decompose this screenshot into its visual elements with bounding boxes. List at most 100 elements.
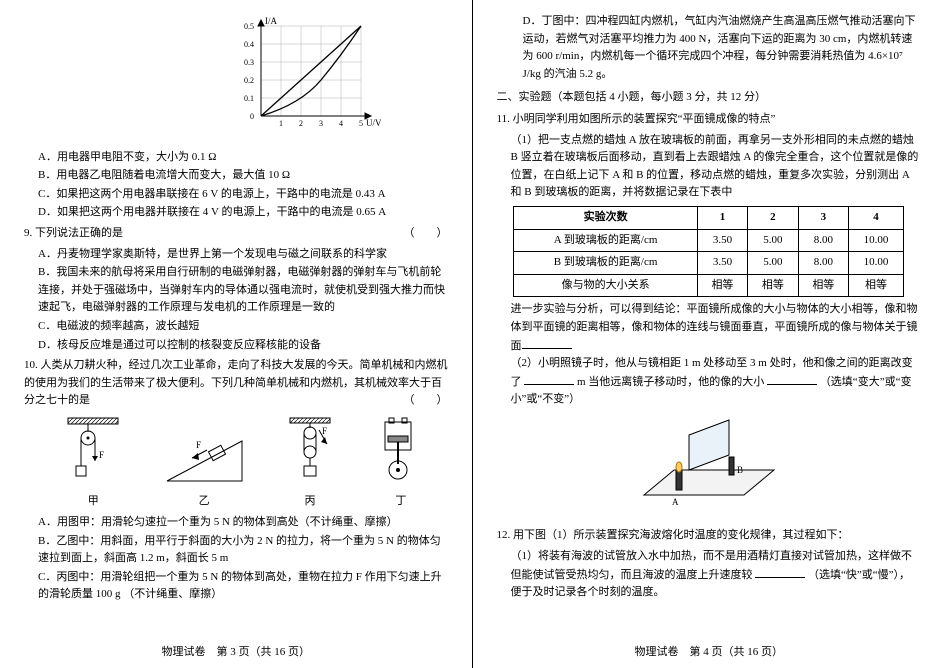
q10-figures: F 甲 F 乙	[44, 416, 448, 510]
pulley-icon: F	[63, 416, 123, 486]
q8-a-text: 用电器甲电阻不变，大小为 0.1 Ω	[57, 151, 216, 163]
q9-option-d: D．核母反应堆是通过可以控制的核裂变反应释核能的设备	[38, 337, 448, 355]
q11-sub2b: m 当他远离镜子移动时，他的像的大小	[577, 376, 764, 388]
fig-pulley: F 甲	[63, 416, 123, 510]
q11-sub1-conclusion: 进一步实验与分析，可以得到结论：平面镜所成像的大小与物体的大小相等，像和物体到平…	[511, 301, 922, 355]
iv-chart: I/A U/V 0 0.1 0.2 0.3 0.4 0.5 1 2 3 4 5	[164, 16, 448, 143]
q10-d-text: 丁图中：四冲程四缸内燃机，气缸内汽油燃烧产生高温高压燃气推动活塞向下运动，若燃气…	[523, 15, 916, 80]
cell: 相等	[849, 274, 904, 297]
q8-d-text: 如果把这两个用电器并联接在 4 V 的电源上，干路中的电流是 0.65 A	[57, 206, 386, 218]
page-4: D．丁图中：四冲程四缸内燃机，气缸内汽油燃烧产生高温高压燃气推动活塞向下运动，若…	[473, 0, 945, 668]
q10-a-text: 用图甲：用滑轮匀速拉一个重为 5 N 的物体到高处（不计绳重、摩擦）	[57, 516, 398, 528]
q11-conc-text: 进一步实验与分析，可以得到结论：平面镜所成像的大小与物体的大小相等，像和物体到平…	[511, 303, 918, 351]
svg-text:B: B	[737, 465, 743, 475]
svg-text:F: F	[322, 426, 327, 436]
cell: 相等	[697, 274, 747, 297]
col-0: 实验次数	[514, 206, 697, 229]
fig-incline: F 乙	[162, 426, 247, 510]
blank-4[interactable]	[755, 566, 805, 578]
q8-option-d: D．如果把这两个用电器并联接在 4 V 的电源上，干路中的电流是 0.65 A	[38, 204, 448, 222]
table-row: B 到玻璃板的距离/cm 3.50 5.00 8.00 10.00	[514, 252, 904, 275]
cell: 10.00	[849, 229, 904, 252]
fig-engine: 丁	[373, 416, 428, 510]
page-3: I/A U/V 0 0.1 0.2 0.3 0.4 0.5 1 2 3 4 5 …	[0, 0, 473, 668]
fig-d-label: 丁	[373, 493, 428, 511]
q10-stem: 10. 人类从刀耕火种，经过几次工业革命，走向了科技大发展的今天。简单机械和内燃…	[24, 359, 448, 406]
svg-text:U/V: U/V	[366, 118, 381, 128]
col-4: 4	[849, 206, 904, 229]
cell: A 到玻璃板的距离/cm	[514, 229, 697, 252]
svg-text:2: 2	[299, 119, 303, 128]
q9-d-text: 核母反应堆是通过可以控制的核裂变反应释核能的设备	[57, 339, 321, 351]
q10-option-b: B．乙图中：用斜面，用平行于斜面的大小为 2 N 的拉力，将一个重为 5 N 的…	[38, 533, 448, 568]
svg-text:F: F	[99, 450, 104, 460]
fig-b-label: 乙	[162, 493, 247, 511]
tackle-icon: F	[285, 416, 335, 486]
cell: 5.00	[748, 229, 798, 252]
q10-paren: （ ）	[404, 392, 448, 410]
q9-option-c: C．电磁波的频率越高，波长越短	[38, 318, 448, 336]
q9-a-text: 丹麦物理学家奥斯特，是世界上第一个发现电与磁之间联系的科学家	[57, 248, 387, 260]
q9-b-text: 我国未来的航母将采用自行研制的电磁弹射器，电磁弹射器的弹射车与飞机前轮连接，并处…	[38, 266, 445, 313]
svg-text:4: 4	[339, 119, 343, 128]
q10-option-c: C．丙图中：用滑轮组把一个重为 5 N 的物体到高处，重物在拉力 F 作用下匀速…	[38, 569, 448, 604]
q9-stem-row: 9. 下列说法正确的是 （ ）	[24, 225, 448, 243]
q9-stem: 9. 下列说法正确的是	[24, 227, 123, 239]
cell: 相等	[798, 274, 848, 297]
svg-text:A: A	[672, 497, 679, 507]
fig-block-tackle: F 丙	[285, 416, 335, 510]
col-3: 3	[798, 206, 848, 229]
engine-icon	[373, 416, 428, 486]
blank-3[interactable]	[767, 373, 817, 385]
iv-graph-svg: I/A U/V 0 0.1 0.2 0.3 0.4 0.5 1 2 3 4 5	[231, 16, 381, 136]
q10-option-d: D．丁图中：四冲程四缸内燃机，气缸内汽油燃烧产生高温高压燃气推动活塞向下运动，若…	[523, 13, 922, 83]
svg-text:0.2: 0.2	[244, 76, 254, 85]
cell: 3.50	[697, 229, 747, 252]
q10-stem-row: 10. 人类从刀耕火种，经过几次工业革命，走向了科技大发展的今天。简单机械和内燃…	[24, 357, 448, 410]
q10-b-text: 乙图中：用斜面，用平行于斜面的大小为 2 N 的拉力，将一个重为 5 N 的物体…	[38, 535, 441, 565]
blank-2[interactable]	[524, 373, 574, 385]
section-2-title: 二、实验题（本题包括 4 小题，每小题 3 分，共 12 分）	[497, 89, 922, 107]
table-row: A 到玻璃板的距离/cm 3.50 5.00 8.00 10.00	[514, 229, 904, 252]
col-2: 2	[748, 206, 798, 229]
q9-paren: （ ）	[404, 225, 448, 243]
cell: 像与物的大小关系	[514, 274, 697, 297]
q8-b-text: 用电器乙电阻随着电流增大而变大，最大值 10 Ω	[56, 169, 290, 181]
fig-c-label: 丙	[285, 493, 335, 511]
cell: 10.00	[849, 252, 904, 275]
svg-text:3: 3	[319, 119, 323, 128]
cell: 3.50	[697, 252, 747, 275]
q9-option-a: A．丹麦物理学家奥斯特，是世界上第一个发现电与磁之间联系的科学家	[38, 246, 448, 264]
footer-left: 物理试卷 第 3 页（共 16 页）	[24, 644, 448, 662]
q11-sub1: （1）把一支点燃的蜡烛 A 放在玻璃板的前面，再拿另一支外形相同的未点燃的蜡烛 …	[511, 132, 922, 202]
cell: 8.00	[798, 229, 848, 252]
svg-text:1: 1	[279, 119, 283, 128]
table-header-row: 实验次数 1 2 3 4	[514, 206, 904, 229]
q9-c-text: 电磁波的频率越高，波长越短	[56, 320, 199, 332]
q10-c-text: 丙图中：用滑轮组把一个重为 5 N 的物体到高处，重物在拉力 F 作用下匀速上升…	[38, 571, 442, 601]
q9-option-b: B．我国未来的航母将采用自行研制的电磁弹射器，电磁弹射器的弹射车与飞机前轮连接，…	[38, 264, 448, 317]
q8-option-a: A．用电器甲电阻不变，大小为 0.1 Ω	[38, 149, 448, 167]
q11-sub2: （2）小明照镜子时，他从与镜相距 1 m 处移动至 3 m 处时，他和像之间的距…	[511, 355, 922, 409]
svg-text:I/A: I/A	[265, 16, 277, 26]
svg-text:0: 0	[250, 112, 254, 121]
mirror-apparatus-figure: A B	[497, 415, 922, 522]
q8-c-text: 如果把这两个用电器串联接在 6 V 的电源上，干路中的电流是 0.43 A	[56, 188, 385, 200]
cell: 相等	[748, 274, 798, 297]
mirror-icon: A B	[634, 415, 784, 515]
q12-sub1: （1）将装有海波的试管放入水中加热，而不是用酒精灯直接对试管加热，这样做不但能使…	[511, 548, 922, 602]
table-row: 像与物的大小关系 相等 相等 相等 相等	[514, 274, 904, 297]
footer-right: 物理试卷 第 4 页（共 16 页）	[497, 644, 922, 662]
q12-stem: 12. 用下图（1）所示装置探究海波熔化时温度的变化规律，其过程如下：	[497, 527, 922, 545]
svg-text:0.5: 0.5	[244, 22, 254, 31]
svg-text:0.3: 0.3	[244, 58, 254, 67]
cell: 8.00	[798, 252, 848, 275]
q11-stem: 11. 小明同学利用如图所示的装置探究“平面镜成像的特点”	[497, 111, 922, 129]
q10-option-a: A．用图甲：用滑轮匀速拉一个重为 5 N 的物体到高处（不计绳重、摩擦）	[38, 514, 448, 532]
svg-text:F: F	[196, 440, 201, 450]
svg-text:5: 5	[359, 119, 363, 128]
svg-text:0.4: 0.4	[244, 40, 254, 49]
svg-text:0.1: 0.1	[244, 94, 254, 103]
fig-a-label: 甲	[63, 493, 123, 511]
blank-1[interactable]	[522, 337, 572, 349]
